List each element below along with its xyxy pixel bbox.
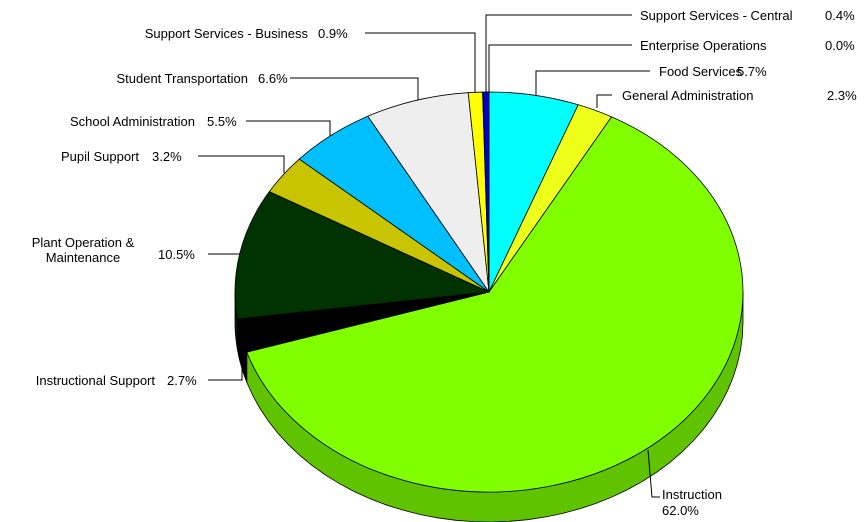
slice-value-enterprise-operations: 0.0% — [825, 38, 855, 53]
leader-line-support-services-business — [365, 32, 476, 93]
leader-line-instructional-support — [208, 335, 243, 381]
slice-label-instructional-support: Instructional Support — [36, 373, 156, 388]
slice-value-general-administration: 2.3% — [827, 88, 857, 103]
pie-labels: Enterprise Operations 0.0%Food Services5.… — [32, 8, 857, 518]
slice-value-instructional-support: 2.7% — [167, 373, 197, 388]
leader-line-school-administration — [246, 120, 331, 136]
leader-line-student-transportation — [290, 77, 419, 100]
slice-label-student-transportation: Student Transportation — [116, 71, 248, 86]
slice-value-support-services-central: 0.4% — [825, 8, 855, 23]
leader-line-food-services — [535, 70, 650, 95]
slice-value-plant-operation-and-maintenance: 10.5% — [158, 247, 195, 262]
slice-value-support-services-business: 0.9% — [318, 26, 348, 41]
slice-value-school-administration: 5.5% — [207, 114, 237, 129]
pie-slice-plant-operation-and-maintenance — [234, 191, 491, 320]
leader-line-enterprise-operations — [488, 44, 632, 93]
slice-label-instruction: Instruction — [662, 487, 722, 502]
slice-label-support-services-business: Support Services - Business — [145, 26, 309, 41]
leader-line-pupil-support — [198, 155, 285, 173]
slice-value-pupil-support: 3.2% — [152, 149, 182, 164]
slice-label-pupil-support: Pupil Support — [61, 149, 139, 164]
slice-value-food-services: 5.7% — [737, 64, 767, 79]
leader-line-support-services-central — [485, 14, 632, 93]
pie-slice-instruction — [246, 116, 744, 493]
pie-slices — [234, 91, 744, 493]
leader-line-instruction — [647, 449, 660, 498]
slice-value-student-transportation: 6.6% — [258, 71, 288, 86]
slice-label-school-administration: School Administration — [70, 114, 195, 129]
slice-value-instruction: 62.0% — [662, 503, 699, 518]
slice-label-food-services: Food Services — [659, 64, 743, 79]
slice-label-general-administration: General Administration — [622, 88, 754, 103]
slice-label-plant-operation-and-maintenance: Plant Operation & Maintenance — [32, 235, 135, 265]
leader-line-general-administration — [596, 94, 612, 108]
slice-label-enterprise-operations: Enterprise Operations — [640, 38, 767, 53]
slice-label-support-services-central: Support Services - Central — [640, 8, 793, 23]
